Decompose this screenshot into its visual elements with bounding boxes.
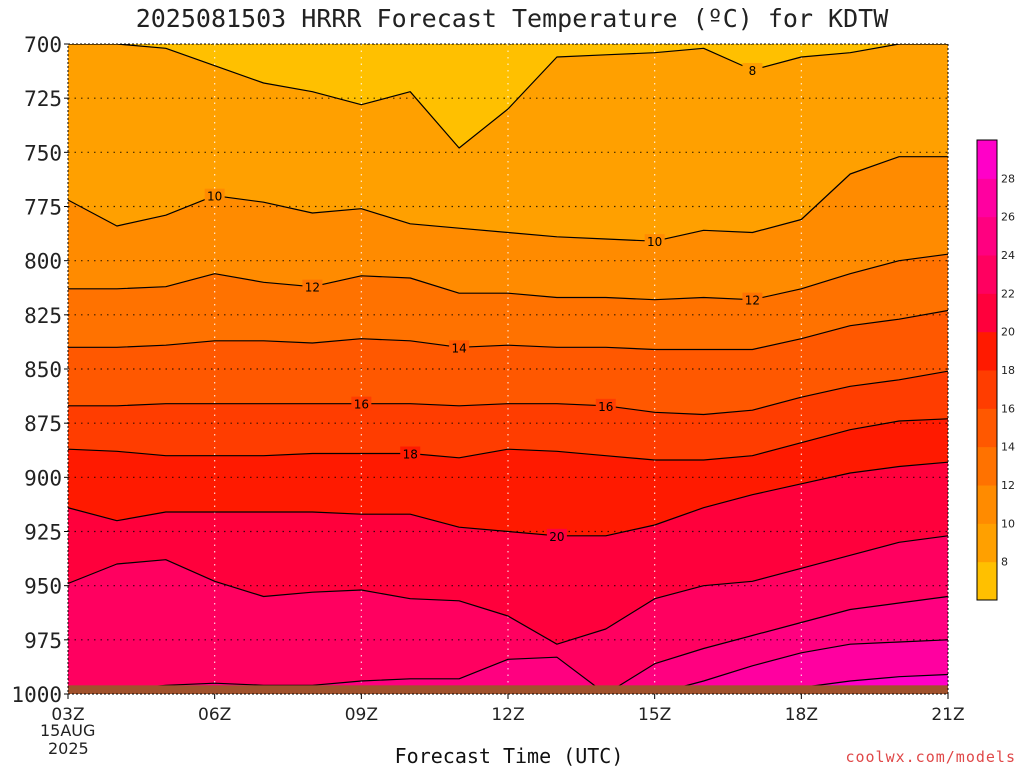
x-axis-title: Forecast Time (UTC) <box>395 744 624 768</box>
contour-label: 10 <box>647 235 662 249</box>
y-tick-label: 925 <box>24 521 62 545</box>
watermark-text: coolwx.com/models <box>845 748 1016 766</box>
contour-label-bg <box>400 446 421 461</box>
contour-label-bg <box>449 340 470 355</box>
colorbar: 8 10 12 14 16 18 20 22 24 26 28 <box>976 139 1015 601</box>
colorbar-tick-label: 28 <box>1001 172 1015 185</box>
contour-label-bg <box>351 396 372 411</box>
ground-layer <box>68 685 948 694</box>
y-tick-label: 850 <box>24 358 62 382</box>
contour-label: 18 <box>403 448 418 462</box>
contour-label: 14 <box>451 341 466 355</box>
colorbar-tick-label: 24 <box>1001 249 1015 262</box>
colorbar-swatch <box>977 293 997 333</box>
colorbar-frame <box>976 139 998 601</box>
colorbar-swatch <box>977 331 997 371</box>
x-tick-label: 09Z <box>345 705 378 725</box>
contour-label-bg <box>595 398 616 413</box>
contour-label: 12 <box>745 294 760 308</box>
x-axis-sublabel-year: 2025 <box>48 739 89 758</box>
y-tick-label: 900 <box>24 466 62 490</box>
y-tick-label: 800 <box>24 250 62 274</box>
x-tick-label: 12Z <box>491 705 524 725</box>
colorbar-tick-label: 12 <box>1001 479 1015 492</box>
temperature-fill-layer <box>68 44 948 694</box>
contour-label: 10 <box>207 190 222 204</box>
colorbar-swatch <box>977 255 997 294</box>
colorbar-swatch <box>977 408 997 448</box>
colorbar-tick-label: 8 <box>1001 556 1008 569</box>
colorbar-swatch <box>977 178 997 218</box>
contour-label-bg <box>742 292 763 307</box>
y-tick-label: 825 <box>24 304 62 328</box>
x-tick-label: 15Z <box>638 705 671 725</box>
contour-label: 12 <box>305 281 320 295</box>
contour-label-bg <box>546 528 567 543</box>
contour-line-22 <box>68 535 948 645</box>
colorbar-tick-label: 10 <box>1001 517 1015 530</box>
x-tick-label: 03Z <box>51 705 84 725</box>
contour-line-26 <box>68 639 948 694</box>
y-tick-label: 775 <box>24 196 62 220</box>
x-tick-label: 18Z <box>785 705 818 725</box>
colorbar-tick-label: 16 <box>1001 402 1015 415</box>
x-tick-label: 06Z <box>198 705 231 725</box>
contour-label-bg <box>742 63 763 77</box>
colorbar-swatch <box>977 523 997 563</box>
x-axis: 03Z 06Z 09Z 12Z 15Z 18Z 21Z <box>51 694 965 725</box>
colorbar-swatch <box>977 370 997 409</box>
y-tick-label: 875 <box>24 412 62 436</box>
contour-label-bg <box>204 188 225 203</box>
contour-label: 20 <box>549 530 564 544</box>
contour-line-16 <box>68 370 948 416</box>
y-tick-label: 950 <box>24 575 62 599</box>
y-tick-label: 750 <box>24 141 62 165</box>
colorbar-tick-label: 26 <box>1001 211 1015 224</box>
y-tick-label: 975 <box>24 629 62 653</box>
y-tick-label: 1000 <box>11 683 62 707</box>
contour-label-bg <box>644 234 665 249</box>
plot-area <box>68 44 948 694</box>
colorbar-swatch <box>977 485 997 524</box>
y-tick-label: 725 <box>24 87 62 111</box>
contour-label: 8 <box>749 64 757 78</box>
contour-label: 16 <box>598 400 613 414</box>
colorbar-swatch <box>977 216 997 256</box>
y-tick-label: 700 <box>24 33 62 57</box>
contour-line-24 <box>68 595 948 694</box>
colorbar-tick-label: 20 <box>1001 326 1015 339</box>
y-axis: 700 725 750 775 800 825 850 875 900 925 950 975 1000 <box>11 33 68 707</box>
ground-strip <box>68 685 948 694</box>
gridlines <box>68 44 948 694</box>
contour-label: 16 <box>354 398 369 412</box>
contour-line-12 <box>68 253 948 301</box>
contour-label-bg <box>302 279 323 294</box>
x-axis-sublabel-date: 15AUG <box>40 721 95 740</box>
x-tick-label: 21Z <box>931 705 964 725</box>
colorbar-tick-label: 18 <box>1001 364 1015 377</box>
colorbar-tick-label: 22 <box>1001 287 1015 300</box>
band-above-26 <box>68 639 948 694</box>
colorbar-swatch <box>977 446 997 486</box>
contour-line-8 <box>68 44 948 149</box>
colorbar-swatch <box>977 561 997 601</box>
chart-title: 2025081503 HRRR Forecast Temperature (ºC… <box>136 4 890 33</box>
contour-line-18 <box>68 418 948 461</box>
band-above-24 <box>68 596 948 694</box>
contour-labels: 8 10 10 12 12 14 16 16 18 20 <box>204 63 763 544</box>
colorbar-swatch <box>977 140 997 179</box>
contour-line-14 <box>68 309 948 351</box>
contour-line-20 <box>68 461 948 537</box>
colorbar-tick-label: 14 <box>1001 441 1015 454</box>
